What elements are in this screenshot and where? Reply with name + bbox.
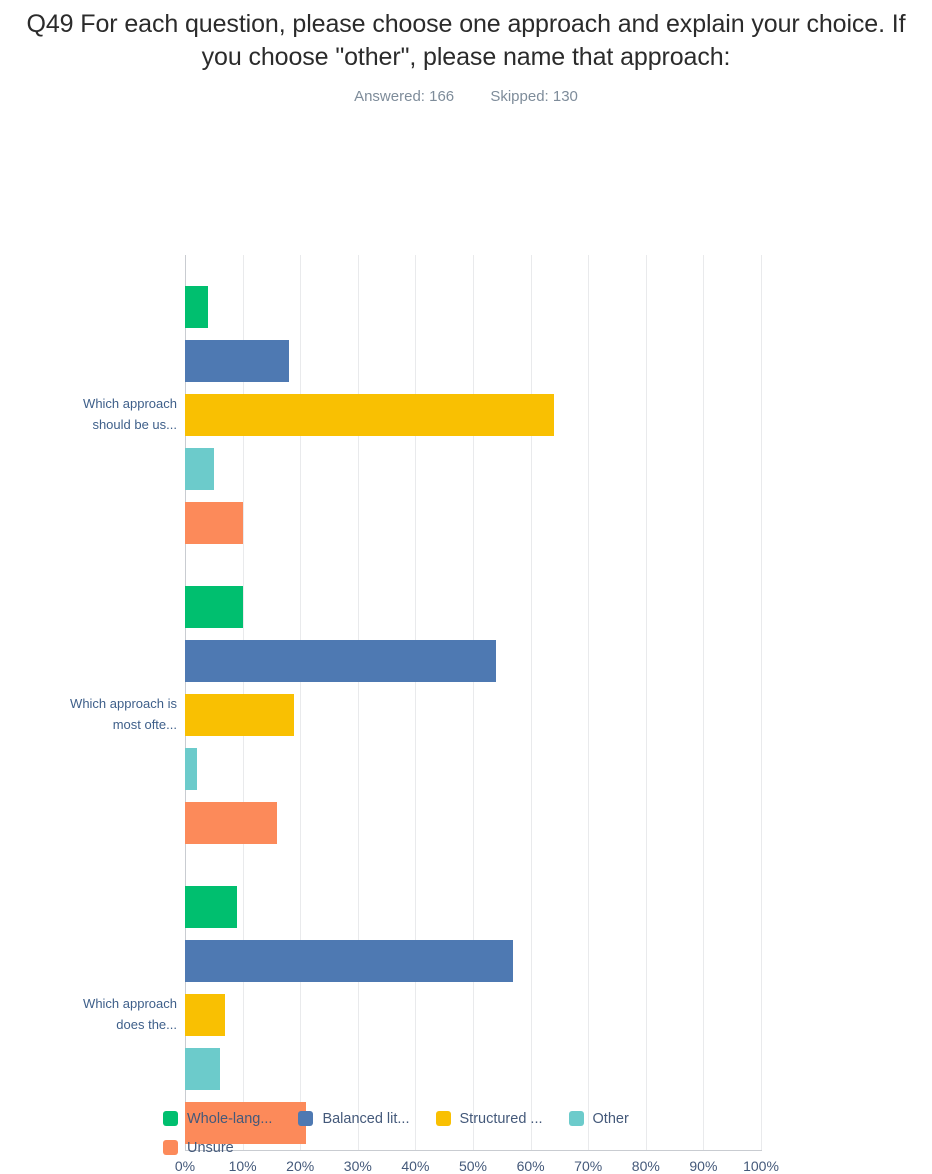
bar-slot	[185, 340, 761, 382]
bar[interactable]	[185, 802, 278, 844]
bar-slot	[185, 1048, 761, 1090]
bar[interactable]	[185, 1102, 306, 1144]
legend-color-swatch	[298, 1111, 314, 1126]
bar[interactable]	[185, 994, 226, 1036]
gridline	[473, 255, 474, 1150]
gridline	[588, 255, 590, 1150]
bar[interactable]	[185, 394, 554, 436]
legend-label: Whole-lang...	[187, 1110, 273, 1127]
legend-color-swatch	[163, 1140, 178, 1155]
gridline	[415, 255, 417, 1150]
legend-item[interactable]: Balanced lit...	[298, 1110, 410, 1127]
bar[interactable]	[185, 448, 214, 490]
bar[interactable]	[185, 286, 209, 328]
bar-slot	[185, 286, 761, 328]
bar[interactable]	[185, 640, 497, 682]
bar[interactable]	[185, 502, 243, 544]
bar[interactable]	[185, 340, 289, 382]
legend-row: Unsure	[163, 1133, 863, 1162]
bar-slot	[185, 1102, 761, 1144]
legend-label: Unsure	[187, 1139, 234, 1156]
bar-group	[185, 586, 761, 856]
page-title: Q49 For each question, please choose one…	[26, 10, 906, 71]
legend-item[interactable]: Whole-lang...	[163, 1111, 272, 1127]
bar-group	[185, 286, 761, 556]
bar-slot	[185, 748, 761, 790]
gridline	[530, 255, 532, 1150]
bar[interactable]	[185, 940, 514, 982]
category-label: Which approach is most ofte...	[70, 696, 177, 732]
gridline	[357, 255, 359, 1150]
bar-slot	[185, 502, 761, 544]
legend-label: Balanced lit...	[322, 1110, 410, 1127]
skipped-count: Skipped: 130	[490, 88, 578, 105]
legend-label: Other	[592, 1110, 629, 1127]
category-label: Which approach should be us...	[83, 396, 177, 432]
legend-item[interactable]: Other	[568, 1110, 629, 1127]
bar-slot	[185, 994, 761, 1036]
answered-count: Answered: 166	[354, 88, 455, 105]
legend-label: Structured ...	[459, 1110, 543, 1127]
bar-slot	[185, 448, 761, 490]
legend-row: Whole-lang... Balanced lit... Structured .…	[163, 1104, 863, 1133]
response-stats: Answered: 166 Skipped: 130	[22, 88, 910, 105]
x-axis-line	[185, 1150, 762, 1151]
bar-slot	[185, 940, 761, 982]
legend-color-swatch	[568, 1111, 584, 1126]
bar-slot	[185, 694, 761, 736]
gridline	[761, 255, 762, 1150]
legend-item[interactable]: Unsure	[163, 1140, 234, 1156]
legend-color-swatch	[163, 1111, 178, 1126]
gridline	[703, 255, 705, 1150]
gridline	[645, 255, 647, 1150]
legend-item[interactable]: Structured ...	[435, 1110, 543, 1127]
bar-group	[185, 886, 761, 1156]
bar-slot	[185, 886, 761, 928]
bar-slot	[185, 640, 761, 682]
chart-legend: Whole-lang... Balanced lit... Structured .…	[163, 1104, 863, 1162]
bar-slot	[185, 802, 761, 844]
bar-slot	[185, 586, 761, 628]
category-label: Which approach does the...	[83, 996, 177, 1032]
bar[interactable]	[185, 586, 243, 628]
bar[interactable]	[185, 748, 197, 790]
bar[interactable]	[185, 1048, 220, 1090]
legend-color-swatch	[435, 1111, 451, 1126]
bar[interactable]	[185, 886, 237, 928]
bar[interactable]	[185, 694, 295, 736]
bar-slot	[185, 394, 761, 436]
question-header: Q49 For each question, please choose one…	[0, 0, 932, 105]
gridline	[300, 255, 302, 1150]
bar-chart: Which approach should be us... Which appr…	[0, 105, 932, 1174]
